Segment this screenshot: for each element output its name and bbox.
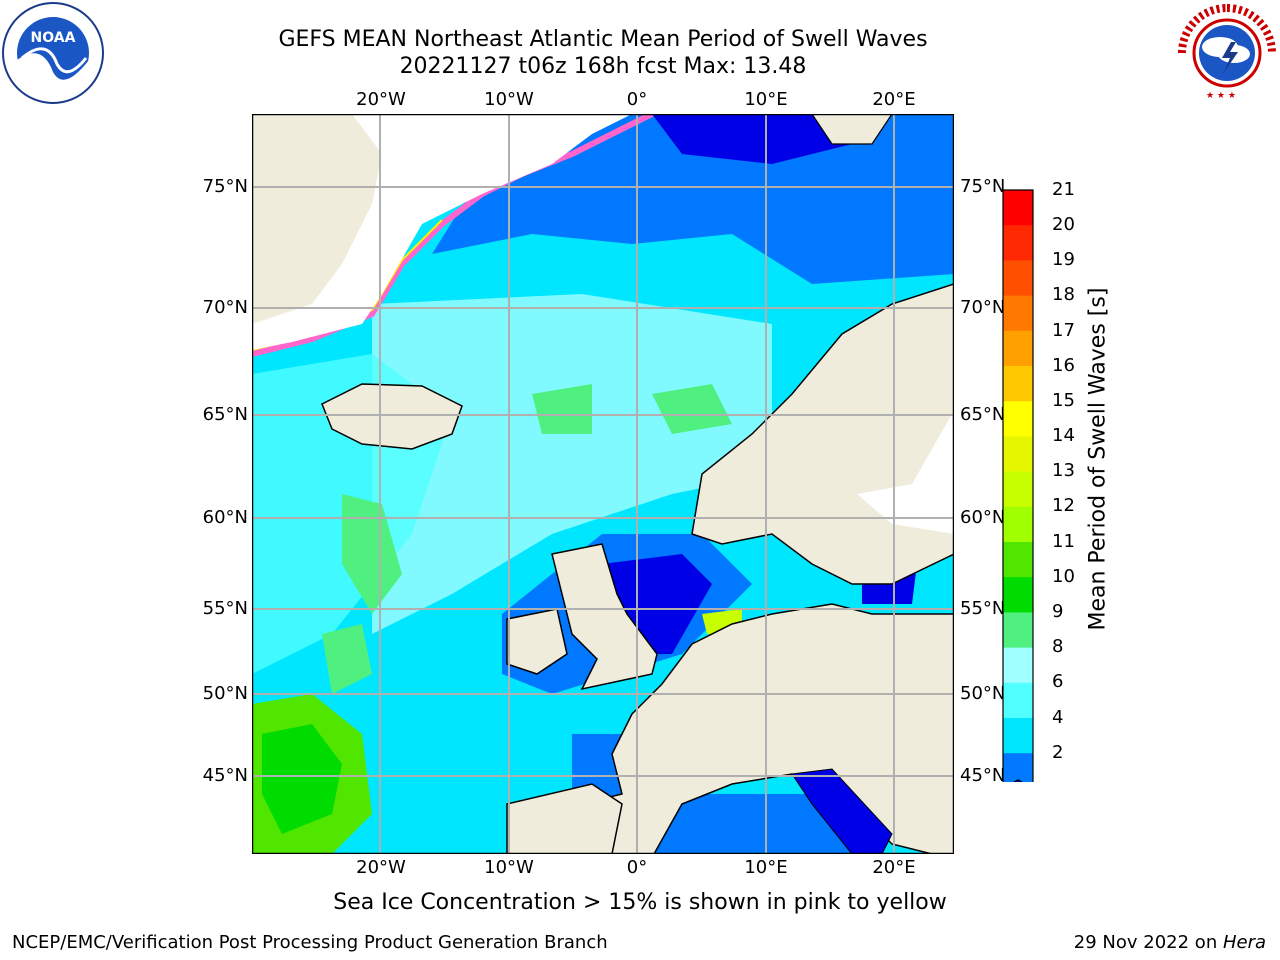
noaa-logo: NOAA bbox=[2, 2, 104, 104]
colorbar-segment bbox=[1003, 260, 1033, 297]
lon-bottom-label: 10°W bbox=[484, 857, 534, 878]
colorbar-tick-label: 8 bbox=[1052, 636, 1064, 657]
lat-left-label: 45°N bbox=[202, 765, 248, 786]
chart-title-line1: GEFS MEAN Northeast Atlantic Mean Period… bbox=[278, 27, 928, 52]
colorbar-tick-label: 15 bbox=[1052, 390, 1075, 411]
footer-host: Hera bbox=[1222, 932, 1266, 953]
sea-ice-note: Sea Ice Concentration > 15% is shown in … bbox=[0, 890, 1280, 915]
map-panel bbox=[251, 111, 955, 855]
colorbar-segment bbox=[1003, 682, 1033, 719]
colorbar-segment bbox=[1003, 612, 1033, 649]
lat-right-label: 75°N bbox=[960, 176, 1006, 197]
lat-left-label: 70°N bbox=[202, 297, 248, 318]
lon-top-label: 0° bbox=[626, 89, 648, 110]
lat-right-label: 60°N bbox=[960, 507, 1006, 528]
colorbar-tick-label: 13 bbox=[1052, 460, 1075, 481]
colorbar-tick-label: 4 bbox=[1052, 707, 1064, 728]
noaa-logo-text: NOAA bbox=[31, 30, 76, 46]
lat-left-label: 75°N bbox=[202, 176, 248, 197]
lon-top-label: 20°W bbox=[356, 89, 406, 110]
colorbar bbox=[1000, 188, 1036, 790]
chart-title-line2: 20221127 t06z 168h fcst Max: 13.48 bbox=[399, 54, 807, 79]
lon-bottom-label: 20°E bbox=[872, 857, 916, 878]
lat-right-label: 70°N bbox=[960, 297, 1006, 318]
colorbar-segment bbox=[1003, 366, 1033, 402]
colorbar-segment bbox=[1003, 225, 1033, 261]
map-frame bbox=[251, 113, 955, 855]
footer-date: 29 Nov 2022 on Hera bbox=[1074, 932, 1266, 953]
colorbar-segment bbox=[1003, 471, 1033, 508]
colorbar-tick-label: 9 bbox=[1052, 601, 1064, 622]
lat-left-label: 55°N bbox=[202, 598, 248, 619]
colorbar-label: Mean Period of Swell Waves [s] bbox=[1085, 287, 1111, 631]
lat-left-label: 65°N bbox=[202, 404, 248, 425]
footer-credit: NCEP/EMC/Verification Post Processing Pr… bbox=[12, 932, 608, 953]
lat-right-label: 65°N bbox=[960, 404, 1006, 425]
svg-text:★ ★ ★: ★ ★ ★ bbox=[1206, 91, 1236, 101]
lon-bottom-label: 10°E bbox=[744, 857, 788, 878]
sea-ice-note-text: Sea Ice Concentration > 15% is shown in … bbox=[333, 890, 947, 915]
lat-left-label: 60°N bbox=[202, 507, 248, 528]
lon-top-label: 20°E bbox=[872, 89, 916, 110]
colorbar-tick-label: 16 bbox=[1052, 355, 1075, 376]
colorbar-tick-label: 11 bbox=[1052, 531, 1075, 552]
lon-top-label: 10°E bbox=[744, 89, 788, 110]
colorbar-segment bbox=[1003, 753, 1033, 789]
colorbar-tick-label: 2 bbox=[1052, 742, 1064, 763]
colorbar-segment bbox=[1003, 506, 1033, 543]
lon-bottom-label: 0° bbox=[626, 857, 648, 878]
lon-bottom-label: 20°W bbox=[356, 857, 406, 878]
map-gridlines bbox=[252, 114, 954, 854]
footer-date-text: 29 Nov 2022 on bbox=[1073, 932, 1223, 953]
colorbar-tick-label: 14 bbox=[1052, 425, 1075, 446]
lon-top-label: 10°W bbox=[484, 89, 534, 110]
colorbar-tick-label: 10 bbox=[1052, 566, 1075, 587]
colorbar-segment bbox=[1003, 295, 1033, 332]
colorbar-tick-label: 17 bbox=[1052, 320, 1075, 341]
colorbar-tick-label: 19 bbox=[1052, 249, 1075, 270]
colorbar-segment bbox=[1003, 436, 1033, 473]
colorbar-segment bbox=[1003, 577, 1033, 613]
colorbar-segment bbox=[1003, 330, 1033, 367]
colorbar-segment bbox=[1003, 190, 1033, 226]
colorbar-tick-label: 20 bbox=[1052, 214, 1075, 235]
lat-left-label: 50°N bbox=[202, 683, 248, 704]
colorbar-tick-label: 18 bbox=[1052, 284, 1075, 305]
nws-logo: ★ ★ ★ bbox=[1176, 2, 1278, 104]
lat-right-label: 50°N bbox=[960, 683, 1006, 704]
lat-right-label: 55°N bbox=[960, 598, 1006, 619]
colorbar-tick-label: 6 bbox=[1052, 671, 1064, 692]
colorbar-segment bbox=[1003, 401, 1033, 437]
colorbar-tick-label: 21 bbox=[1052, 179, 1075, 200]
lat-right-label: 45°N bbox=[960, 765, 1006, 786]
colorbar-segment bbox=[1003, 647, 1033, 684]
colorbar-segment bbox=[1003, 542, 1033, 578]
colorbar-tick-label: 12 bbox=[1052, 495, 1075, 516]
colorbar-segment bbox=[1003, 718, 1033, 754]
